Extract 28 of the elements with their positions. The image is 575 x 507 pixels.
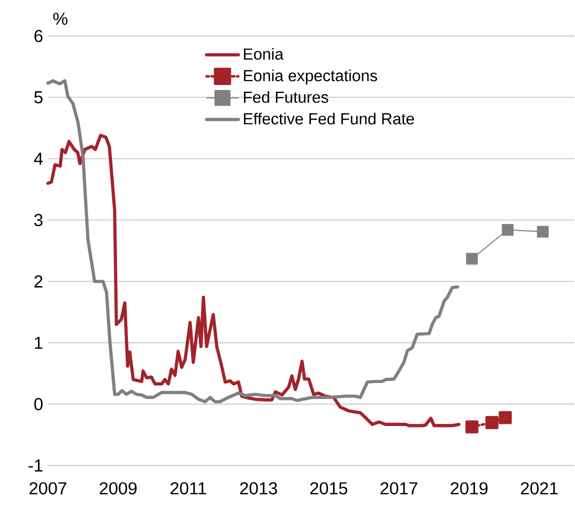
point (536, 226, 549, 238)
y-tick-label: 3 (34, 214, 42, 226)
y-tick-label: 4 (34, 152, 43, 164)
y-tick-label: 5 (34, 91, 43, 104)
point (502, 224, 514, 236)
y-tick-label: 2 (34, 275, 42, 288)
y-tick-label: 6 (34, 30, 42, 42)
y-tick-label: -1 (28, 459, 42, 472)
x-tick-label: 2017 (380, 482, 418, 494)
y-axis-title: % (53, 12, 68, 25)
x-tick-label: 2019 (450, 482, 488, 494)
legend-label: Fed Futures (244, 90, 328, 103)
x-tick-label: 2021 (520, 482, 558, 494)
y-tick-label: 0 (34, 398, 43, 410)
y-tick-label: 1 (34, 336, 42, 349)
point (498, 410, 512, 424)
point (465, 420, 478, 434)
x-tick-label: 2011 (170, 482, 206, 494)
legend-label: Effective Fed Fund Rate (244, 112, 414, 124)
x-tick-label: 2007 (30, 482, 66, 494)
legend-label: Eonia (244, 48, 284, 60)
legend-label: Eonia expectations (244, 69, 378, 84)
x-tick-label: 2009 (100, 482, 137, 494)
x-tick-label: 2013 (240, 482, 278, 494)
line-series (46, 134, 461, 427)
point (466, 252, 478, 264)
point (485, 416, 498, 429)
x-tick-label: 2015 (310, 482, 348, 494)
